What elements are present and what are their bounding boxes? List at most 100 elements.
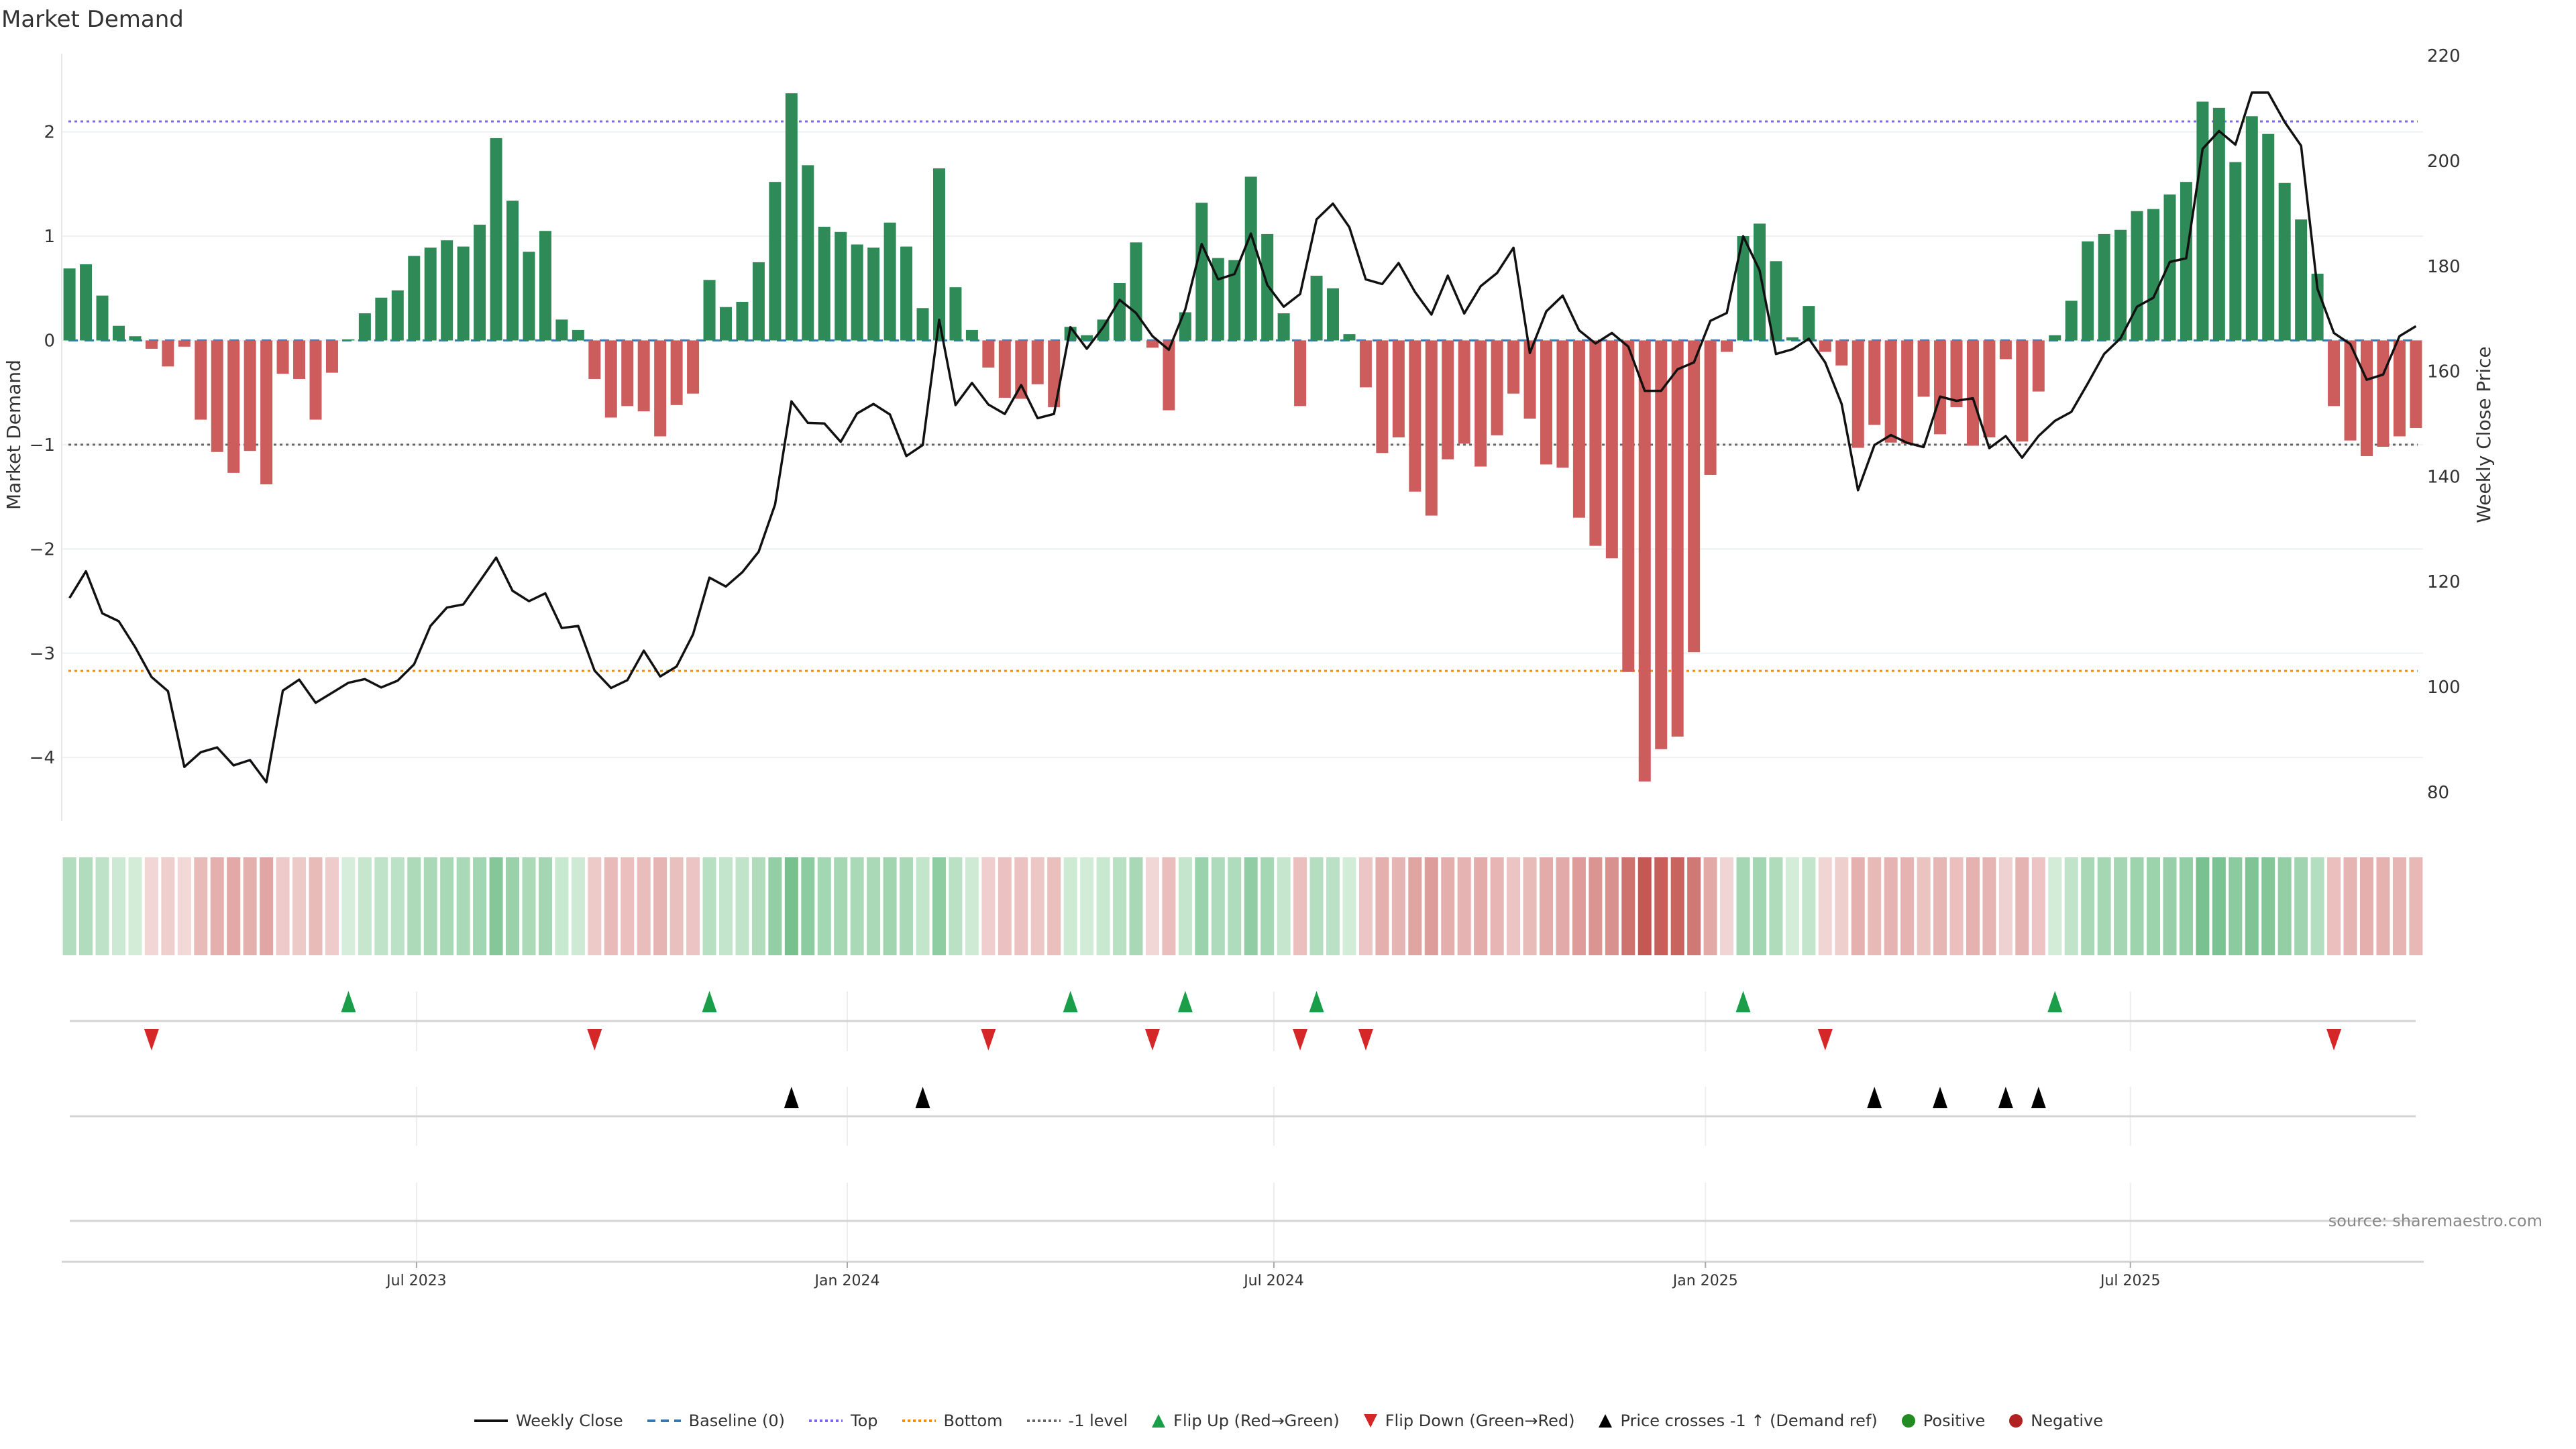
heatmap-cell: [2212, 857, 2226, 955]
heatmap-cell: [1884, 857, 1898, 955]
heatmap-cell: [1917, 857, 1931, 955]
positive-demand-bar: [1343, 334, 1356, 341]
negative-demand-bar: [1835, 340, 1848, 366]
heatmap-cell: [2064, 857, 2078, 955]
flip-up-marker: [702, 991, 717, 1012]
heatmap-cell: [1835, 857, 1849, 955]
heatmap-cell: [538, 857, 552, 955]
heatmap-cell: [1605, 857, 1619, 955]
positive-demand-bar: [818, 227, 830, 341]
heatmap-cell: [719, 857, 733, 955]
heatmap-cell: [1868, 857, 1882, 955]
negative-demand-bar: [1638, 340, 1651, 782]
negative-demand-bar: [687, 340, 700, 394]
heatmap-cell: [1687, 857, 1701, 955]
heatmap-cell: [817, 857, 831, 955]
heatmap-cell: [751, 857, 765, 955]
heatmap-cell: [2327, 857, 2341, 955]
negative-demand-bar: [2328, 340, 2341, 407]
legend-item: Negative: [2008, 1411, 2103, 1430]
heatmap-cell: [1457, 857, 1471, 955]
line-dashed-icon: [646, 1414, 682, 1428]
heatmap-cell: [834, 857, 848, 955]
heatmap-cell: [1228, 857, 1242, 955]
positive-demand-bar: [1179, 312, 1191, 341]
legend-label: -1 level: [1068, 1411, 1128, 1430]
heatmap-cell: [981, 857, 996, 955]
heatmap-cell: [2245, 857, 2259, 955]
negative-demand-bar: [2393, 340, 2406, 437]
legend-label: Baseline (0): [688, 1411, 785, 1430]
y2-tick-label: 100: [2427, 678, 2461, 698]
positive-demand-bar: [2065, 301, 2078, 341]
heatmap-cell: [1998, 857, 2012, 955]
negative-demand-bar: [293, 340, 306, 379]
heatmap-cell: [292, 857, 307, 955]
legend-label: Flip Up (Red→Green): [1173, 1411, 1340, 1430]
negative-demand-bar: [1425, 340, 1438, 516]
positive-demand-bar: [2131, 211, 2143, 341]
heatmap-cell: [473, 857, 487, 955]
heatmap-cell: [1424, 857, 1438, 955]
heatmap-cell: [1178, 857, 1192, 955]
heatmap-cell: [1720, 857, 1734, 955]
heatmap-cell: [1145, 857, 1159, 955]
flip-down-marker: [144, 1029, 159, 1051]
positive-demand-bar: [1753, 223, 1766, 341]
heatmap-cell: [1507, 857, 1521, 955]
y-tick-label: 2: [44, 123, 55, 143]
heatmap-cell: [1736, 857, 1750, 955]
negative-demand-bar: [1966, 340, 1979, 446]
flip-up-marker: [341, 991, 356, 1012]
positive-demand-bar: [1195, 203, 1208, 341]
circle-icon: [1900, 1413, 1917, 1429]
heatmap-cell: [1277, 857, 1291, 955]
negative-demand-bar: [604, 340, 617, 418]
negative-demand-bar: [670, 340, 683, 405]
legend-item: Top: [808, 1411, 878, 1430]
positive-demand-bar: [2311, 273, 2324, 341]
heatmap-cell: [1523, 857, 1537, 955]
triangle-down-icon: [1362, 1413, 1379, 1429]
heatmap-cell: [1851, 857, 1865, 955]
chart-title: Market Demand: [1, 6, 184, 33]
positive-demand-bar: [1803, 306, 1815, 341]
negative-demand-bar: [1540, 340, 1552, 465]
heatmap-cell: [1047, 857, 1061, 955]
legend-label: Bottom: [943, 1411, 1003, 1430]
positive-demand-bar: [424, 248, 437, 341]
positive-demand-bar: [2262, 133, 2275, 341]
positive-demand-bar: [80, 264, 93, 341]
heatmap-cell: [1540, 857, 1553, 955]
negative-demand-bar: [211, 340, 223, 452]
reference-lines: [68, 120, 2418, 672]
negative-demand-bar: [1622, 340, 1635, 672]
y-axis-title: Market Demand: [3, 360, 25, 510]
y-tick-label: 1: [44, 227, 55, 247]
heatmap-cell: [309, 857, 323, 955]
line-dotted-icon: [808, 1414, 844, 1428]
positive-demand-bar: [2196, 101, 2209, 341]
y2-axis-title: Weekly Close Price: [2473, 346, 2495, 523]
heatmap-cell: [604, 857, 618, 955]
price-cross-marker: [784, 1087, 799, 1108]
heatmap-cell: [555, 857, 569, 955]
weekly-close-polyline: [68, 91, 2417, 784]
flip-down-marker: [2326, 1029, 2342, 1051]
negative-demand-bar: [1523, 340, 1536, 419]
price-cross-marker: [1998, 1087, 2013, 1108]
negative-demand-bar: [1819, 340, 1831, 352]
heatmap-cell: [1621, 857, 1635, 955]
heatmap-cell: [2097, 857, 2111, 955]
heatmap-cell: [1802, 857, 1816, 955]
negative-demand-bar: [1163, 340, 1175, 411]
negative-demand-bar: [1015, 340, 1028, 399]
heatmap-cell: [1129, 857, 1143, 955]
heatmap-cell: [1309, 857, 1324, 955]
heatmap-cell: [1260, 857, 1275, 955]
legend-label: Negative: [2031, 1411, 2104, 1430]
heatmap-cell: [2048, 857, 2062, 955]
heatmap-cell: [1982, 857, 1996, 955]
flip-down-marker: [1144, 1029, 1160, 1051]
y-tick-label: −3: [30, 644, 55, 664]
